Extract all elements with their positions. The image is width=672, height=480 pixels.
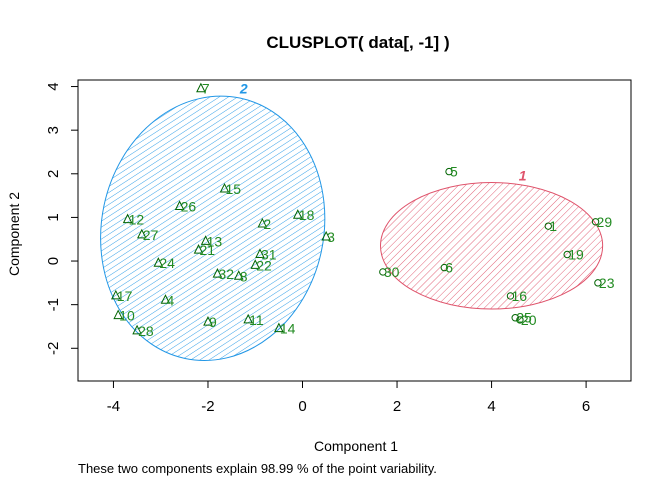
point-28-marker — [132, 324, 142, 335]
point-15-label: 15 — [226, 181, 242, 197]
y-tick-label: 4 — [45, 82, 62, 90]
point-11-label: 11 — [249, 312, 264, 328]
y-tick-label: -1 — [45, 298, 62, 311]
point-24-marker — [153, 257, 164, 267]
point-12-label: 12 — [129, 212, 145, 228]
point-26-label: 26 — [181, 199, 197, 215]
point-18-label: 18 — [299, 207, 315, 223]
point-31-label: 31 — [261, 246, 277, 262]
point-27-label: 27 — [143, 227, 159, 243]
point-16-label: 16 — [511, 288, 527, 304]
point-18-marker — [292, 209, 303, 219]
point-25-marker — [511, 314, 519, 322]
point-11-marker — [243, 313, 253, 324]
point-21-marker — [193, 244, 204, 254]
y-tick-label: 3 — [45, 126, 62, 134]
point-20-marker — [516, 316, 524, 324]
point-6-marker — [440, 263, 449, 272]
cluster-1-label: 1 — [519, 168, 527, 184]
x-tick-label: 0 — [298, 398, 306, 415]
point-27-marker — [136, 228, 147, 239]
point-29-marker — [591, 218, 600, 226]
point-17-label: 17 — [117, 288, 133, 304]
point-7-label: 7 — [202, 81, 210, 97]
point-23-marker — [594, 279, 602, 287]
y-tick-label: 0 — [45, 257, 62, 265]
point-32-label: 32 — [218, 266, 234, 282]
point-22-marker — [250, 259, 261, 269]
point-26-marker — [174, 200, 185, 211]
point-24-label: 24 — [159, 255, 175, 271]
y-axis: -2 -1 0 1 2 3 4 — [45, 82, 79, 355]
point-10-marker — [113, 309, 123, 320]
point-4-marker — [160, 294, 171, 304]
point-3-marker — [321, 230, 331, 241]
point-19-marker — [563, 250, 571, 259]
point-20-label: 20 — [521, 312, 537, 328]
chart-title: CLUSPLOT( data[, -1] ) — [266, 33, 449, 52]
point-1-label: 1 — [549, 218, 557, 234]
x-axis-label: Component 1 — [314, 438, 398, 454]
point-2-marker — [257, 217, 268, 228]
point-17-marker — [111, 289, 121, 300]
point-14-label: 14 — [280, 321, 296, 337]
point-9-marker — [203, 315, 213, 326]
point-28-label: 28 — [138, 323, 154, 339]
point-7-marker — [196, 82, 206, 93]
y-tick-label: -2 — [45, 342, 62, 355]
cluster-1-ellipse — [379, 182, 604, 310]
cluster-ellipses — [100, 95, 604, 361]
point-5-marker — [445, 167, 453, 176]
x-tick-label: -2 — [201, 398, 214, 415]
point-2-label: 2 — [263, 216, 271, 232]
point-6-label: 6 — [445, 260, 453, 276]
point-29-label: 29 — [597, 214, 613, 230]
point-5-label: 5 — [450, 164, 458, 180]
point-12-marker — [122, 213, 133, 224]
cluster-labels: 12 — [239, 80, 527, 183]
point-16-marker — [506, 292, 515, 300]
point-32-marker — [212, 268, 223, 278]
point-1-marker — [544, 222, 552, 230]
point-25-label: 25 — [516, 310, 532, 326]
point-22-label: 22 — [256, 257, 272, 273]
point-31-marker — [255, 248, 265, 258]
point-8-label: 8 — [240, 268, 248, 284]
point-15-marker — [219, 182, 230, 193]
x-tick-label: 4 — [487, 398, 495, 415]
point-14-marker — [274, 322, 284, 333]
x-tick-label: 2 — [393, 398, 401, 415]
cluster-2-label: 2 — [239, 80, 248, 96]
x-tick-label: 6 — [582, 398, 590, 415]
point-30-label: 30 — [384, 264, 400, 280]
y-tick-label: 2 — [45, 170, 62, 178]
point-23-label: 23 — [599, 275, 615, 291]
point-19-label: 19 — [568, 246, 584, 262]
point-13-marker — [200, 235, 211, 245]
y-axis-label: Component 2 — [6, 192, 22, 276]
point-9-label: 9 — [209, 314, 217, 330]
point-30-marker — [379, 268, 387, 276]
point-4-label: 4 — [166, 292, 174, 308]
cluster-2-ellipse — [100, 95, 326, 361]
point-10-label: 10 — [119, 308, 135, 324]
point-13-label: 13 — [207, 233, 223, 249]
y-tick-label: 1 — [45, 213, 62, 221]
x-tick-label: -4 — [107, 398, 120, 415]
x-axis: -4 -2 0 2 4 6 — [107, 380, 590, 415]
variability-subtitle: These two components explain 98.99 % of … — [78, 461, 437, 476]
point-3-label: 3 — [327, 229, 335, 245]
point-8-marker — [233, 270, 244, 280]
point-21-label: 21 — [200, 242, 216, 258]
